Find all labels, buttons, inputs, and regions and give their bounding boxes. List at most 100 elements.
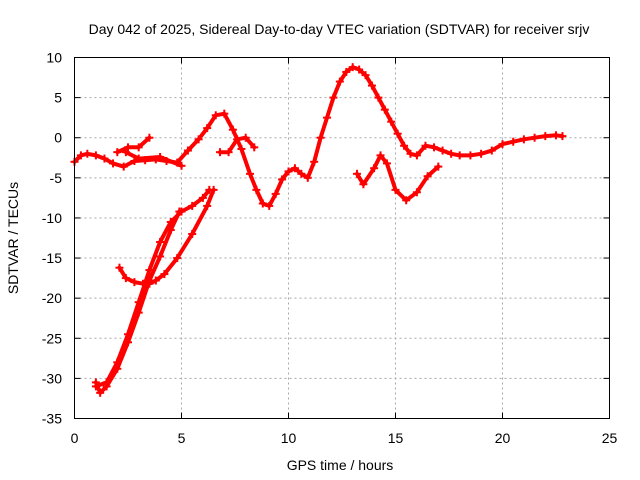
data-point: [216, 148, 225, 157]
data-point: [421, 141, 430, 150]
data-point: [134, 154, 143, 163]
data-point: [177, 161, 186, 170]
data-point: [183, 146, 192, 155]
data-point: [310, 157, 319, 166]
data-point: [233, 135, 242, 144]
data-point: [290, 164, 299, 173]
y-tick-label: 5: [54, 90, 62, 106]
data-point: [250, 143, 259, 152]
data-point: [258, 199, 267, 208]
data-point: [134, 308, 143, 317]
data-point: [352, 169, 361, 178]
data-point: [156, 152, 165, 161]
data-point: [477, 149, 486, 158]
data-point: [447, 149, 456, 158]
data-point: [376, 151, 385, 160]
data-point: [134, 143, 143, 152]
series-track-7: [355, 153, 441, 203]
data-point: [335, 77, 344, 86]
x-tick-labels: 0 5 10 15 20 25: [71, 430, 618, 446]
series-track-1: [72, 65, 565, 208]
data-point: [387, 117, 396, 126]
data-point: [329, 93, 338, 102]
data-point: [145, 133, 154, 142]
series-track-3: [93, 209, 182, 395]
data-point: [188, 201, 197, 210]
data-point: [423, 172, 432, 181]
chart-title: Day 042 of 2025, Sidereal Day-to-day VTE…: [89, 21, 590, 37]
data-point: [367, 81, 376, 90]
series-track-2: [93, 187, 212, 389]
x-tick-label: 5: [178, 430, 186, 446]
x-tick-label: 20: [495, 430, 511, 446]
data-point: [380, 105, 389, 114]
data-point: [121, 274, 130, 283]
y-tick-label: -15: [42, 250, 62, 266]
series-track-6: [123, 150, 184, 168]
y-tick-label: -10: [42, 210, 62, 226]
plot-frame: [74, 57, 610, 419]
data-point: [370, 164, 379, 173]
data-point: [359, 180, 368, 189]
data-point: [323, 113, 332, 122]
series-track-5: [115, 135, 152, 155]
data-point: [175, 207, 184, 216]
data-point: [348, 63, 357, 72]
data-point: [271, 189, 280, 198]
data-point: [558, 132, 567, 141]
data-point: [237, 144, 246, 153]
data-point: [124, 338, 132, 347]
data-point: [198, 193, 207, 202]
data-point: [102, 382, 111, 391]
data-point: [91, 151, 100, 160]
data-point: [173, 254, 182, 263]
data-point: [166, 225, 175, 234]
data-point: [391, 185, 400, 194]
data-point: [121, 148, 130, 157]
data-point: [156, 238, 165, 247]
data-point: [393, 129, 402, 138]
data-point: [355, 65, 364, 74]
data-point: [406, 149, 415, 158]
data-point: [374, 93, 383, 102]
x-tick-label: 10: [281, 430, 297, 446]
data-point: [498, 140, 507, 149]
data-point: [509, 137, 518, 146]
y-axis-label: SDTVAR / TECUs: [5, 182, 21, 294]
y-tick-label: -35: [42, 411, 62, 427]
data-point: [151, 276, 160, 285]
data-point: [466, 151, 475, 160]
data-point: [400, 141, 409, 150]
data-point: [541, 132, 550, 141]
data-point: [211, 111, 220, 120]
data-point: [224, 148, 233, 157]
data-point: [245, 169, 254, 178]
data-point: [265, 201, 274, 210]
data-point: [188, 229, 197, 238]
data-point: [487, 146, 496, 155]
data-point: [228, 125, 237, 134]
data-point: [83, 149, 92, 158]
data-point: [124, 143, 132, 152]
data-point: [412, 151, 421, 160]
data-point: [160, 270, 169, 279]
data-point: [119, 162, 128, 171]
data-point: [109, 159, 118, 168]
data-point: [519, 135, 528, 144]
data-point: [361, 71, 370, 80]
data-point: [530, 133, 539, 142]
data-point: [278, 175, 287, 184]
data-point: [76, 151, 85, 160]
x-tick-label: 0: [71, 430, 79, 446]
y-tick-label: -5: [50, 170, 63, 186]
data-point: [194, 135, 203, 144]
data-point: [434, 162, 443, 171]
data-point: [316, 133, 325, 142]
data-point: [115, 263, 124, 272]
data-point: [100, 154, 109, 163]
data-point: [203, 201, 212, 210]
data-point: [113, 148, 122, 157]
data-point: [303, 173, 312, 182]
x-tick-label: 25: [602, 430, 618, 446]
data-point: [96, 388, 105, 397]
